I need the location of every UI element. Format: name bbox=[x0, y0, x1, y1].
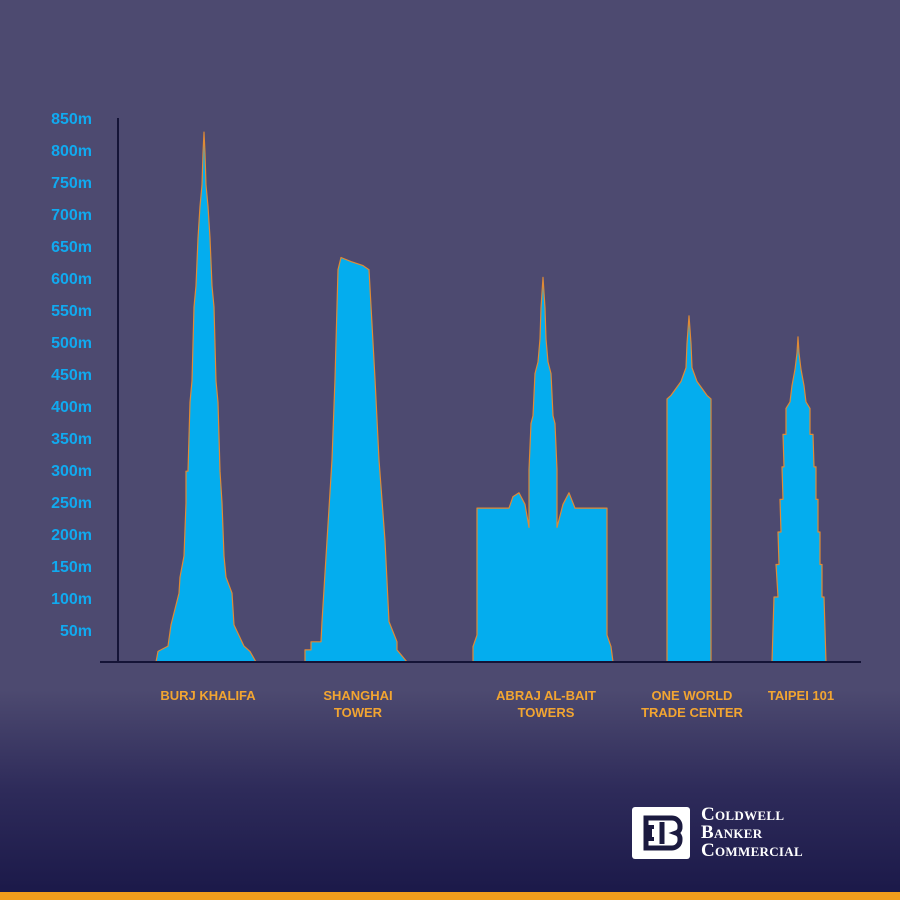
category-label: TOWER bbox=[334, 705, 383, 720]
y-axis-ticks: 50m 100m 150m 200m 250m 300m 350m 400m 450m 500m 5… bbox=[51, 111, 92, 640]
category-label: ONE WORLD bbox=[652, 688, 733, 703]
y-tick-label: 750m bbox=[51, 175, 92, 192]
category-label: BURJ KHALIFA bbox=[160, 688, 256, 703]
company-logo: Coldwell Banker Commercial bbox=[632, 804, 803, 861]
y-tick-label: 600m bbox=[51, 271, 92, 288]
logo-wordmark: Coldwell Banker Commercial bbox=[701, 804, 803, 861]
logo-line-3: Commercial bbox=[701, 840, 803, 861]
x-axis-labels: BURJ KHALIFA SHANGHAI TOWER ABRAJ AL-BAIT TO… bbox=[160, 688, 834, 720]
y-tick-label: 50m bbox=[60, 623, 92, 640]
y-tick-label: 300m bbox=[51, 463, 92, 480]
footer-accent-bar bbox=[0, 892, 900, 900]
logo-line-1: Coldwell bbox=[701, 804, 785, 825]
category-label: TRADE CENTER bbox=[641, 705, 743, 720]
y-tick-label: 250m bbox=[51, 495, 92, 512]
category-label: SHANGHAI bbox=[323, 688, 392, 703]
tower-bar bbox=[771, 336, 827, 663]
y-tick-label: 200m bbox=[51, 527, 92, 544]
y-tick-label: 850m bbox=[51, 111, 92, 128]
y-tick-label: 450m bbox=[51, 367, 92, 384]
y-tick-label: 500m bbox=[51, 335, 92, 352]
category-label: ABRAJ AL-BAIT bbox=[496, 688, 596, 703]
y-tick-label: 350m bbox=[51, 431, 92, 448]
y-tick-label: 700m bbox=[51, 207, 92, 224]
logo-line-2: Banker bbox=[701, 822, 763, 843]
category-label: TOWERS bbox=[518, 705, 575, 720]
tower-bar bbox=[472, 276, 614, 663]
cb-logo-icon bbox=[632, 807, 690, 859]
tower-bar bbox=[666, 315, 712, 663]
y-tick-label: 800m bbox=[51, 143, 92, 160]
tower-silhouettes bbox=[155, 131, 827, 663]
y-tick-label: 650m bbox=[51, 239, 92, 256]
tower-bar bbox=[304, 256, 408, 663]
category-label: TAIPEI 101 bbox=[768, 688, 834, 703]
tower-bar bbox=[155, 131, 257, 663]
y-tick-label: 100m bbox=[51, 591, 92, 608]
y-tick-label: 150m bbox=[51, 559, 92, 576]
y-tick-label: 400m bbox=[51, 399, 92, 416]
y-tick-label: 550m bbox=[51, 303, 92, 320]
